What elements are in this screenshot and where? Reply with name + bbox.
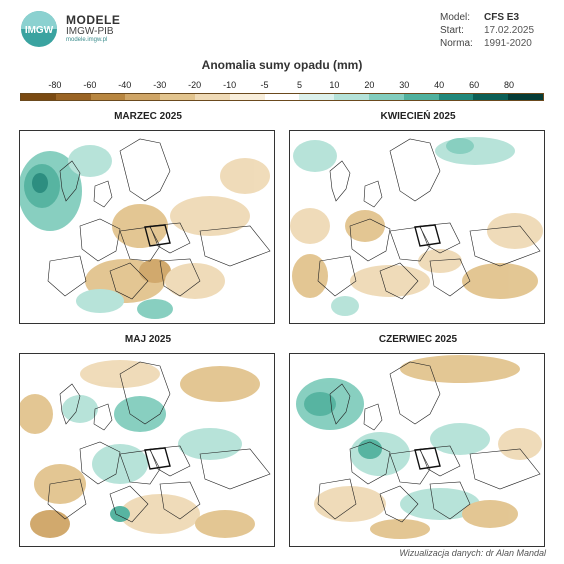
- anomaly-field: [296, 355, 542, 539]
- anomaly-field: [20, 145, 270, 319]
- scale-label: -40: [118, 80, 132, 90]
- scale-swatch: [334, 94, 369, 100]
- scale-label: -10: [223, 80, 237, 90]
- logo: IMGW MODELE IMGW-PIB modele.imgw.pl: [20, 10, 120, 48]
- logo-url[interactable]: modele.imgw.pl: [66, 37, 108, 44]
- map-panel-may: [19, 353, 275, 547]
- map-march: [20, 138, 271, 319]
- scale-label: 5: [296, 80, 302, 90]
- map-panel-april: [289, 130, 545, 324]
- scale-swatch: [264, 94, 300, 100]
- meta-model-value: CFS E3: [484, 12, 520, 23]
- country-borders: [47, 361, 271, 523]
- scale-swatch: [438, 94, 474, 100]
- scale-label: -30: [153, 80, 167, 90]
- scale-swatch: [473, 94, 509, 100]
- poland-border: [414, 224, 441, 247]
- scale-label: 30: [399, 80, 410, 90]
- scale-label: 20: [364, 80, 375, 90]
- panel-title-march: MARZEC 2025: [114, 111, 182, 122]
- scale-labels: -80 -60 -40 -30 -20 -10 -5 5 10 20 30 40 60 80: [20, 80, 544, 92]
- logo-title: MODELE: [66, 13, 121, 28]
- scale-label: -20: [188, 80, 202, 90]
- color-scale-legend: -80 -60 -40 -30 -20 -10 -5 5 10 20 30 40 60 80: [20, 80, 544, 101]
- scale-label: 60: [469, 80, 480, 90]
- scale-swatch: [125, 94, 161, 100]
- scale-label: -5: [260, 80, 269, 90]
- scale-swatch: [368, 94, 404, 100]
- scale-swatch: [508, 94, 543, 100]
- scale-bar: [20, 93, 544, 101]
- poland-border: [144, 447, 171, 470]
- meta-start-row: Start: 17.02.2025: [440, 25, 534, 38]
- scale-label: -60: [83, 80, 97, 90]
- panel-title-april: KWIECIEŃ 2025: [380, 111, 456, 122]
- map-june: [296, 355, 542, 539]
- panel-title-may: MAJ 2025: [124, 334, 172, 345]
- country-borders: [47, 138, 271, 300]
- credit-text: Wizualizacja danych: dr Alan Mandal: [399, 548, 546, 558]
- scale-swatch: [299, 94, 335, 100]
- scale-swatch: [90, 94, 126, 100]
- scale-swatch: [403, 94, 439, 100]
- map-april: [290, 137, 543, 316]
- panel-title-june: CZERWIEC 2025: [378, 334, 458, 345]
- scale-swatch: [229, 94, 265, 100]
- meta-start-key: Start:: [440, 25, 464, 36]
- imgw-logo-icon: IMGW: [21, 11, 57, 47]
- main-title: Anomalia sumy opadu (mm): [201, 58, 363, 72]
- scale-label: 40: [434, 80, 445, 90]
- scale-swatch: [194, 94, 230, 100]
- meta-norma-key: Norma:: [440, 38, 473, 49]
- meta-model-key: Model:: [440, 12, 471, 23]
- model-info: Model: CFS E3 Start: 17.02.2025 Norma: 1…: [440, 12, 534, 51]
- meta-norma-value: 1991-2020: [484, 38, 532, 49]
- anomaly-field: [20, 360, 260, 538]
- meta-model-row: Model: CFS E3: [440, 12, 534, 25]
- poland-border: [144, 224, 171, 247]
- meta-norma-row: Norma: 1991-2020: [440, 38, 534, 51]
- logo-subtitle: IMGW-PIB: [66, 25, 114, 37]
- poland-border: [414, 447, 441, 470]
- scale-swatch: [21, 94, 56, 100]
- scale-label: 10: [329, 80, 340, 90]
- meta-start-value: 17.02.2025: [484, 25, 535, 36]
- scale-swatch: [55, 94, 91, 100]
- scale-label: 80: [504, 80, 515, 90]
- scale-label: -80: [48, 80, 62, 90]
- scale-swatch: [160, 94, 195, 100]
- map-panel-march: [19, 130, 275, 324]
- map-panel-june: [289, 353, 545, 547]
- logo-mark-text: IMGW: [25, 25, 54, 36]
- map-may: [20, 360, 271, 538]
- anomaly-field: [290, 137, 543, 316]
